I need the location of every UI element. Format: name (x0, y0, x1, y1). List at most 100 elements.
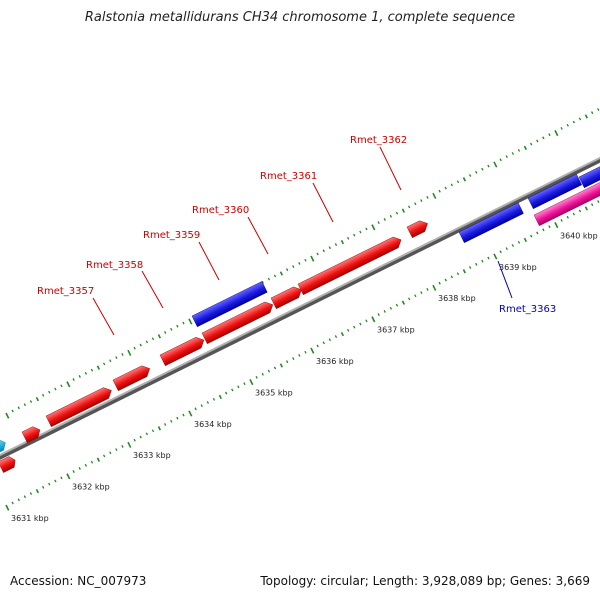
kbp-label: 3640 kbp (560, 231, 598, 240)
gene-arrow-blue-2[interactable] (527, 173, 582, 210)
tick-upper (157, 334, 161, 339)
tick-upper (499, 158, 502, 162)
tick-lower (273, 366, 277, 370)
tick-lower (170, 419, 173, 423)
tick-lower (23, 495, 26, 499)
backbone (0, 156, 600, 460)
gene-arrow-cyan-1[interactable] (0, 437, 8, 455)
tick-lower (35, 488, 39, 494)
tick-lower (395, 303, 399, 307)
tick-upper (548, 133, 551, 137)
tick-upper (127, 349, 132, 356)
tick-lower (292, 357, 295, 360)
tick-upper (176, 324, 179, 328)
kbp-label: 3632 kbp (72, 483, 110, 492)
tick-upper (54, 387, 57, 391)
gene-arrow-rmet-3357[interactable] (112, 363, 152, 392)
tick-lower (249, 379, 254, 386)
tick-upper (493, 161, 498, 168)
gene-arrow-rmet-3359[interactable] (191, 281, 268, 328)
tick-lower (11, 501, 14, 505)
gene-arrow-rmet-3361[interactable] (297, 234, 404, 296)
gene-label-rmet-3358[interactable]: Rmet_3358 (86, 260, 143, 271)
gene-label-rmet-3362[interactable]: Rmet_3362 (350, 135, 407, 146)
gene-arrow-rmet-3361a[interactable] (270, 284, 304, 310)
tick-lower (121, 445, 124, 448)
tick-lower (139, 435, 142, 439)
kbp-label: 3638 kbp (438, 294, 476, 303)
tick-lower (426, 288, 429, 291)
tick-upper (371, 224, 376, 231)
tick-lower (383, 310, 386, 313)
tick-lower (298, 353, 301, 357)
tick-lower (334, 335, 338, 338)
tick-upper (444, 186, 447, 190)
tick-upper (414, 202, 417, 206)
gene-arrow-rmet-3358[interactable] (159, 335, 207, 367)
gene-arrow-red-1[interactable] (0, 455, 18, 473)
tick-lower (408, 297, 411, 301)
gene-arrow-red-2[interactable] (21, 424, 43, 444)
tick-upper (584, 114, 588, 119)
gene-label-rmet-3359[interactable]: Rmet_3359 (143, 230, 200, 241)
tick-upper (139, 343, 142, 347)
gene-arrow-red-3[interactable] (45, 385, 114, 428)
tick-upper (566, 123, 569, 127)
tick-lower (389, 306, 392, 310)
gene-arrow-rmet-3360[interactable] (201, 299, 275, 345)
tick-upper (35, 396, 39, 402)
tick-lower (414, 294, 417, 298)
tick-lower (200, 404, 203, 408)
tick-upper (481, 167, 484, 171)
map-title: Ralstonia metallidurans CH34 chromosome … (84, 10, 516, 25)
tick-upper (310, 255, 315, 262)
tick-upper (292, 265, 295, 268)
tick-lower (194, 407, 197, 411)
tick-lower (115, 448, 118, 452)
tick-lower (60, 476, 63, 480)
tick-lower (310, 347, 315, 354)
tick-upper (347, 236, 350, 240)
tick-upper (450, 183, 453, 187)
tick-lower (597, 200, 600, 203)
tick-upper (456, 180, 460, 184)
tick-lower (536, 231, 539, 235)
tick-lower (523, 237, 527, 243)
tick-upper (151, 337, 155, 341)
gene-arrow-blue-3[interactable] (578, 163, 600, 189)
gene-label-rmet-3363[interactable]: Rmet_3363 (499, 304, 556, 315)
tick-lower (304, 350, 307, 354)
tick-lower (188, 410, 193, 417)
tick-lower (456, 272, 460, 276)
tick-lower (182, 413, 185, 417)
tick-upper (279, 271, 283, 276)
tick-lower (554, 222, 559, 229)
gene-label-rmet-3361[interactable]: Rmet_3361 (260, 171, 317, 182)
tick-lower (255, 375, 258, 379)
gene-label-rmet-3357[interactable]: Rmet_3357 (37, 286, 94, 297)
tick-upper (591, 111, 594, 115)
tick-upper (322, 249, 325, 253)
gene-arrow-pink-1[interactable] (533, 174, 600, 227)
tick-upper (121, 353, 124, 356)
tick-upper (530, 142, 533, 146)
tick-lower (444, 278, 447, 282)
tick-upper (5, 412, 10, 419)
tick-upper (78, 375, 81, 378)
gene-labels: Rmet_3357 Rmet_3358 Rmet_3359 Rmet_3360 … (37, 135, 556, 315)
tick-upper (133, 346, 136, 350)
tick-lower (90, 460, 94, 464)
gene-label-rmet-3360[interactable]: Rmet_3360 (192, 205, 249, 216)
tick-upper (426, 196, 429, 199)
tick-lower (103, 454, 106, 458)
tick-upper (29, 400, 33, 403)
gene-arrow-rmet-3363[interactable] (458, 202, 524, 244)
tick-upper (60, 384, 63, 388)
tick-lower (432, 284, 437, 291)
tick-lower (72, 470, 75, 473)
tick-lower (450, 275, 453, 279)
tick-lower (401, 300, 405, 305)
tick-upper (115, 356, 118, 360)
gene-arrow-rmet-3362[interactable] (406, 218, 430, 239)
